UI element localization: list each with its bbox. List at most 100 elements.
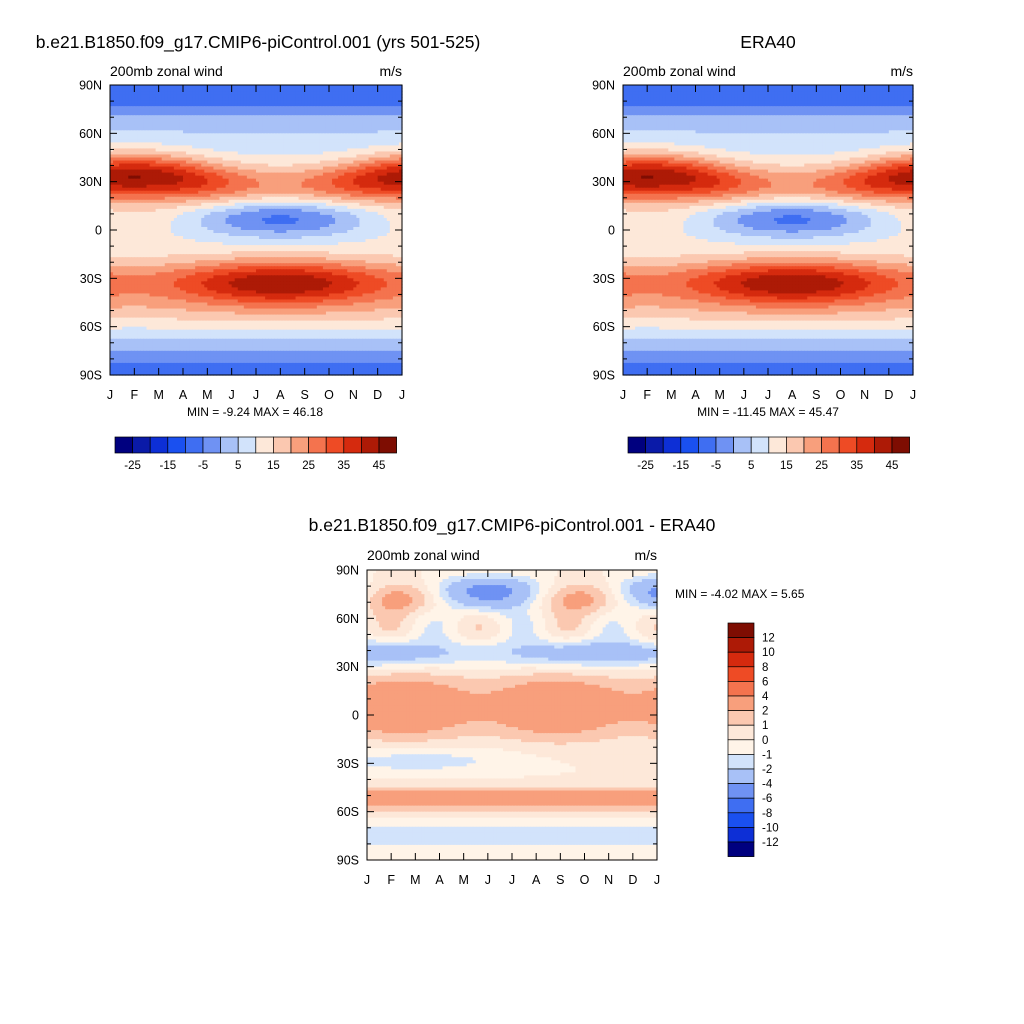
field-cell [310,124,315,128]
field-cell [368,91,373,95]
field-cell [234,91,239,95]
field-cell [283,115,288,119]
field-cell [192,154,196,159]
field-cell [280,109,284,113]
field-cell [186,130,190,134]
field-cell [356,154,361,159]
field-cell [292,157,297,162]
field-cell [204,133,208,137]
field-cell [116,139,120,143]
field-cell [134,103,138,107]
field-cell [125,127,129,131]
field-cell [122,157,126,162]
field-cell [243,106,248,110]
field-cell [158,130,163,134]
field-cell [398,136,403,140]
field-cell [246,97,251,101]
field-cell [192,130,196,134]
field-cell [113,121,117,125]
field-cell [113,139,117,143]
field-cell [368,133,373,137]
field-cell [161,112,166,116]
field-cell [240,148,245,153]
field-cell [265,139,269,143]
field-cell [329,151,333,156]
field-cell [316,91,321,95]
field-cell [277,106,281,110]
field-cell [350,127,354,131]
field-cell [265,103,269,107]
field-cell [395,142,400,147]
field-cell [152,157,157,162]
field-cell [335,130,339,134]
field-cell [383,121,388,125]
field-cell [158,154,163,159]
field-cell [271,136,275,140]
field-cell [289,133,294,137]
field-cell [335,94,339,98]
field-cell [173,94,178,98]
field-cell [268,133,272,137]
field-cell [131,151,135,156]
field-cell [201,118,205,122]
field-cell [137,91,142,95]
field-cell [222,148,227,153]
field-cell [359,91,364,95]
field-cell [307,136,312,140]
field-cell [356,112,361,116]
field-cell [243,139,248,143]
field-cell [332,109,336,113]
field-cell [195,160,199,165]
field-cell [252,124,257,128]
field-cell [259,154,263,159]
field-cell [383,103,388,107]
field-cell [271,109,275,113]
field-cell [128,85,132,89]
field-cell [110,139,114,143]
field-cell [371,139,376,143]
field-cell [322,157,327,162]
field-cell [380,151,385,156]
field-cell [356,103,361,107]
field-cell [155,106,160,110]
field-cell [125,100,129,104]
field-cell [134,109,138,113]
field-cell [140,124,145,128]
field-cell [198,160,202,165]
field-cell [301,106,306,110]
field-cell [313,154,318,159]
field-cell [359,160,364,165]
field-cell [280,85,284,89]
field-cell [310,91,315,95]
field-cell [189,118,193,122]
field-cell [189,88,193,92]
field-cell [322,118,327,122]
field-cell [295,91,300,95]
field-cell [332,97,336,101]
field-cell [213,154,218,159]
field-cell [283,124,288,128]
field-cell [158,121,163,125]
field-cell [371,145,376,150]
field-cell [295,151,300,156]
field-cell [246,115,251,119]
field-cell [149,151,154,156]
field-cell [158,145,163,150]
field-cell [374,118,379,122]
field-cell [292,124,297,128]
field-cell [344,112,348,116]
field-cell [176,94,181,98]
field-cell [204,160,208,165]
field-cell [183,130,187,134]
field-cell [219,94,224,98]
field-cell [316,139,321,143]
field-cell [301,88,306,92]
panel-model-right-label: m/s [379,63,402,79]
field-cell [204,145,208,150]
field-cell [283,151,288,156]
field-cell [204,106,208,110]
field-cell [186,112,190,116]
field-cell [240,130,245,134]
field-cell [176,118,181,122]
field-cell [335,106,339,110]
